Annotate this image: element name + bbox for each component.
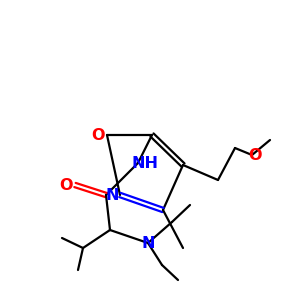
Text: O: O	[91, 128, 105, 142]
Text: O: O	[248, 148, 262, 163]
Text: N: N	[105, 188, 119, 202]
Text: O: O	[59, 178, 73, 193]
Text: NH: NH	[131, 155, 158, 170]
Text: N: N	[141, 236, 155, 250]
